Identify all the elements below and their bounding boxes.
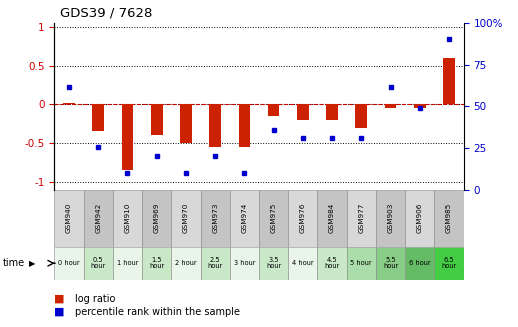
Text: GSM977: GSM977	[358, 203, 364, 233]
Text: 2 hour: 2 hour	[175, 260, 197, 266]
Text: GSM969: GSM969	[154, 203, 160, 233]
Bar	[405, 247, 435, 280]
Text: 0.5
hour: 0.5 hour	[91, 257, 106, 269]
Bar	[238, 104, 250, 147]
Bar	[83, 190, 113, 247]
Bar	[259, 247, 288, 280]
Bar	[171, 247, 200, 280]
Bar	[297, 104, 309, 120]
Bar	[180, 104, 192, 143]
Text: time: time	[3, 258, 25, 268]
Text: ■: ■	[54, 294, 65, 303]
Text: GSM974: GSM974	[241, 203, 248, 233]
Text: GSM985: GSM985	[446, 203, 452, 233]
Bar	[151, 104, 163, 135]
Bar	[347, 247, 376, 280]
Text: 5 hour: 5 hour	[351, 260, 372, 266]
Bar	[230, 247, 259, 280]
Bar	[268, 104, 280, 116]
Bar	[288, 190, 318, 247]
Text: GSM984: GSM984	[329, 203, 335, 233]
Bar	[326, 104, 338, 120]
Bar	[318, 190, 347, 247]
Text: 3.5
hour: 3.5 hour	[266, 257, 281, 269]
Text: GSM903: GSM903	[387, 203, 394, 233]
Bar	[355, 104, 367, 128]
Bar	[200, 190, 230, 247]
Text: 2.5
hour: 2.5 hour	[208, 257, 223, 269]
Bar	[113, 190, 142, 247]
Bar	[288, 247, 318, 280]
Text: 0 hour: 0 hour	[58, 260, 80, 266]
Bar	[414, 104, 426, 108]
Bar	[142, 247, 171, 280]
Bar	[54, 190, 83, 247]
Text: 3 hour: 3 hour	[234, 260, 255, 266]
Bar	[230, 190, 259, 247]
Text: GDS39 / 7628: GDS39 / 7628	[60, 7, 152, 20]
Text: GSM975: GSM975	[270, 203, 277, 233]
Bar	[92, 104, 104, 131]
Text: 1.5
hour: 1.5 hour	[149, 257, 164, 269]
Text: GSM906: GSM906	[417, 203, 423, 233]
Text: GSM970: GSM970	[183, 203, 189, 233]
Bar	[435, 247, 464, 280]
Text: GSM973: GSM973	[212, 203, 218, 233]
Bar	[435, 190, 464, 247]
Bar	[54, 247, 83, 280]
Text: ▶: ▶	[28, 259, 35, 268]
Text: ■: ■	[54, 307, 65, 317]
Bar	[318, 247, 347, 280]
Bar	[376, 190, 405, 247]
Bar	[63, 103, 75, 104]
Bar	[347, 190, 376, 247]
Text: percentile rank within the sample: percentile rank within the sample	[75, 307, 240, 317]
Text: 6 hour: 6 hour	[409, 260, 430, 266]
Bar	[113, 247, 142, 280]
Text: 5.5
hour: 5.5 hour	[383, 257, 398, 269]
Text: 4.5
hour: 4.5 hour	[324, 257, 340, 269]
Text: 1 hour: 1 hour	[117, 260, 138, 266]
Text: GSM940: GSM940	[66, 203, 72, 233]
Bar	[200, 247, 230, 280]
Text: 4 hour: 4 hour	[292, 260, 314, 266]
Bar	[405, 190, 435, 247]
Bar	[376, 247, 405, 280]
Text: GSM976: GSM976	[300, 203, 306, 233]
Bar	[209, 104, 221, 147]
Text: GSM910: GSM910	[124, 203, 131, 233]
Bar	[83, 247, 113, 280]
Bar	[122, 104, 133, 170]
Bar	[443, 58, 455, 104]
Bar	[259, 190, 288, 247]
Bar	[142, 190, 171, 247]
Bar	[385, 104, 396, 108]
Bar	[171, 190, 200, 247]
Text: 6.5
hour: 6.5 hour	[441, 257, 457, 269]
Text: GSM942: GSM942	[95, 203, 101, 233]
Text: log ratio: log ratio	[75, 294, 116, 303]
